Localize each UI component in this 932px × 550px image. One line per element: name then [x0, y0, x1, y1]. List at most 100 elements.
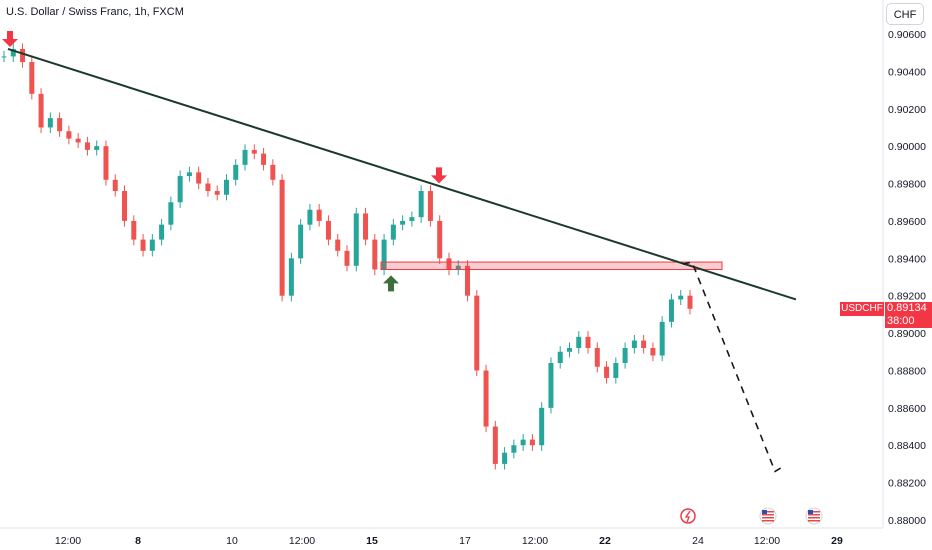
- candle-body: [316, 209, 322, 221]
- candle-body: [400, 220, 406, 225]
- symbol-price-label: USDCHF: [840, 302, 884, 316]
- candle-body: [94, 146, 100, 150]
- y-tick-label: 0.88600: [888, 403, 926, 415]
- candle-body: [557, 351, 563, 363]
- candle-body: [344, 250, 350, 266]
- candle-body: [418, 191, 424, 218]
- x-tick-label: 15: [366, 535, 378, 547]
- candle-body: [298, 224, 304, 259]
- candle-body: [325, 220, 331, 240]
- candle-body: [372, 239, 378, 270]
- candle-body: [622, 348, 628, 363]
- candle-body: [1, 56, 7, 58]
- x-tick-label: 12:00: [289, 535, 315, 547]
- descending-trendline: [7, 48, 797, 301]
- candle-body: [511, 445, 517, 453]
- candle-body: [381, 239, 387, 270]
- flag-stripe: [808, 520, 820, 522]
- candle-body: [242, 149, 248, 165]
- candle-body: [251, 149, 257, 154]
- candle-body: [196, 172, 202, 184]
- flag-stripe: [808, 511, 820, 513]
- candle-body: [47, 118, 53, 128]
- candle-body: [650, 348, 656, 356]
- candle-body: [186, 172, 192, 177]
- flag-stripe: [762, 514, 774, 516]
- candle-body: [659, 321, 665, 356]
- lightning-icon: [684, 510, 691, 523]
- candle-body: [20, 48, 26, 63]
- y-tick-label: 0.90600: [888, 29, 926, 41]
- currency-button[interactable]: CHF: [886, 3, 924, 25]
- candle-body: [168, 202, 174, 225]
- last-price-label: 0.89134 38:00: [885, 302, 932, 328]
- candle-body: [177, 176, 183, 203]
- flag-stripe: [762, 517, 774, 519]
- y-tick-label: 0.89600: [888, 216, 926, 228]
- up-arrow-marker: [383, 275, 399, 292]
- candle-body: [38, 93, 44, 128]
- candle-body: [75, 138, 81, 143]
- y-tick-label: 0.88400: [888, 440, 926, 452]
- candle-body: [214, 191, 220, 195]
- candle-body: [288, 258, 294, 296]
- candle-body: [149, 239, 155, 251]
- y-tick-label: 0.89400: [888, 253, 926, 265]
- candle-body: [427, 191, 433, 221]
- y-tick-label: 0.90000: [888, 141, 926, 153]
- candle-body: [233, 164, 239, 180]
- x-tick-label: 12:00: [522, 535, 548, 547]
- candle-body: [529, 439, 535, 446]
- y-tick-label: 0.89800: [888, 179, 926, 191]
- flag-canton: [808, 510, 813, 514]
- candle-body: [455, 265, 461, 270]
- x-tick-label: 22: [599, 535, 611, 547]
- candle-body: [223, 179, 229, 195]
- chart-title: U.S. Dollar / Swiss Franc, 1h, FXCM: [6, 6, 184, 18]
- candle-body: [279, 179, 285, 296]
- candle-body: [492, 426, 498, 464]
- candle-body: [465, 265, 471, 296]
- candle-body: [585, 336, 591, 349]
- candle-body: [353, 213, 359, 266]
- candle-body: [159, 224, 165, 240]
- x-tick-label: 8: [135, 535, 141, 547]
- bar-countdown: 38:00: [887, 315, 915, 327]
- candle-body: [668, 299, 674, 322]
- flag-stripe: [808, 514, 820, 516]
- candle-body: [548, 362, 554, 408]
- candle-body: [604, 366, 610, 378]
- candle-body: [594, 348, 600, 367]
- candle-body: [687, 295, 693, 309]
- candle-body: [307, 209, 313, 225]
- candle-body: [84, 142, 90, 150]
- y-tick-label: 0.90200: [888, 104, 926, 116]
- down-arrow-marker: [2, 30, 18, 47]
- candle-body: [474, 295, 480, 371]
- candle-body: [131, 220, 137, 240]
- candle-body: [631, 340, 637, 349]
- candle-body: [363, 213, 369, 240]
- flag-canton: [762, 510, 767, 514]
- candle-body: [678, 295, 684, 300]
- candle-body: [446, 258, 452, 270]
- x-tick-label: 10: [226, 535, 238, 547]
- candle-body: [566, 348, 572, 352]
- candle-body: [122, 191, 128, 221]
- candle-body: [205, 183, 211, 192]
- x-tick-label: 12:00: [55, 535, 81, 547]
- x-tick-label: 17: [459, 535, 471, 547]
- y-tick-label: 0.88800: [888, 365, 926, 377]
- candle-body: [409, 217, 415, 221]
- candle-body: [613, 362, 619, 378]
- resistance-zone: [380, 261, 723, 271]
- candle-body: [335, 239, 341, 251]
- down-arrow-marker: [431, 167, 447, 184]
- candle-body: [576, 336, 582, 349]
- candle-body: [437, 220, 443, 259]
- candle-body: [483, 370, 489, 427]
- candle-body: [641, 340, 647, 349]
- y-tick-label: 0.88200: [888, 478, 926, 490]
- candle-body: [390, 224, 396, 240]
